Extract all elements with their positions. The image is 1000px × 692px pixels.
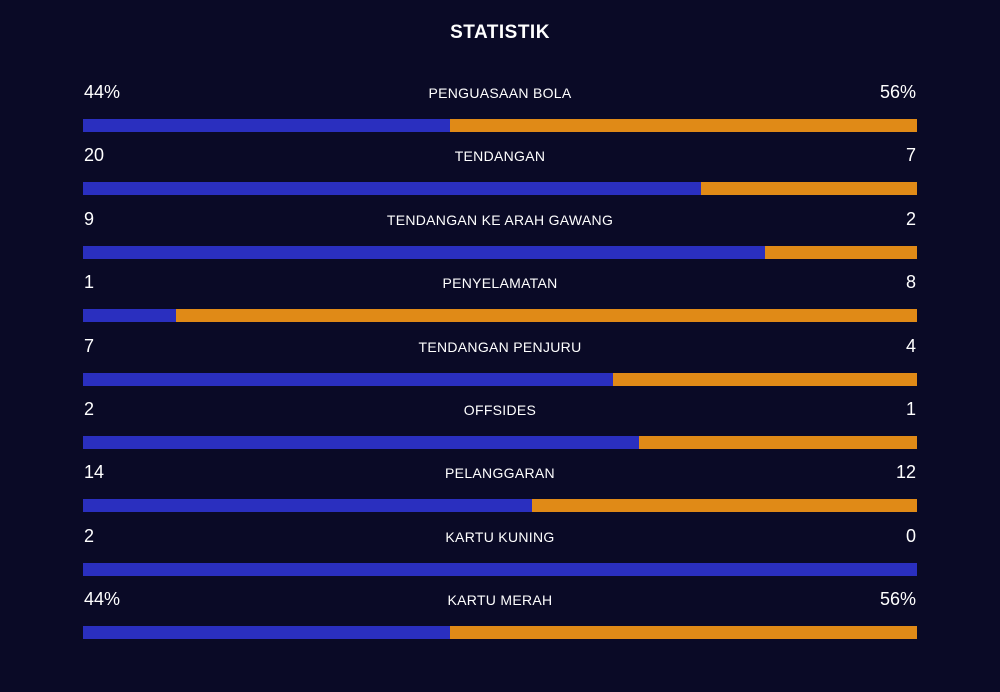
stat-row: PELANGGARAN 14 12 xyxy=(83,460,917,523)
home-value: 20 xyxy=(84,145,105,166)
stat-values: OFFSIDES 2 1 xyxy=(83,397,917,423)
stat-label: PELANGGARAN xyxy=(445,465,555,482)
comparison-bar xyxy=(83,626,917,640)
home-value: 14 xyxy=(84,462,105,483)
home-bar-segment xyxy=(83,372,614,386)
away-bar-segment xyxy=(449,119,917,132)
stat-label: PENYELAMATAN xyxy=(442,275,558,292)
home-value: 2 xyxy=(84,398,95,419)
stat-values: PENGUASAAN BOLA 44% 56% xyxy=(83,80,917,106)
home-bar-segment xyxy=(83,245,766,259)
stat-row: TENDANGAN PENJURU 7 4 xyxy=(83,334,917,397)
page-title: STATISTIK xyxy=(450,22,550,43)
stat-row: TENDANGAN KE ARAH GAWANG 9 2 xyxy=(83,207,917,270)
stat-values: KARTU KUNING 2 0 xyxy=(83,524,917,550)
away-bar-segment xyxy=(613,372,917,386)
home-bar-segment xyxy=(83,499,532,513)
comparison-bar xyxy=(83,182,917,196)
comparison-bar xyxy=(83,119,917,132)
stat-values: PELANGGARAN 14 12 xyxy=(83,460,917,486)
comparison-bar xyxy=(83,245,917,259)
stat-row: KARTU MERAH 44% 56% xyxy=(83,587,917,650)
away-value: 0 xyxy=(905,525,916,546)
home-bar-segment xyxy=(83,119,450,132)
stat-label: KARTU KUNING xyxy=(445,528,555,545)
stat-values: TENDANGAN KE ARAH GAWANG 9 2 xyxy=(83,207,917,233)
away-value: 8 xyxy=(905,272,916,293)
stat-label: OFFSIDES xyxy=(463,401,537,418)
away-bar-segment xyxy=(765,245,917,259)
away-bar-segment xyxy=(531,499,917,513)
away-value: 56% xyxy=(879,589,916,610)
home-bar-segment xyxy=(83,435,640,449)
stat-values: PENYELAMATAN 1 8 xyxy=(83,270,917,296)
away-bar-segment xyxy=(700,182,917,196)
stat-row: PENGUASAAN BOLA 44% 56% xyxy=(83,80,917,143)
away-value: 2 xyxy=(905,208,916,229)
home-value: 1 xyxy=(84,272,95,293)
home-bar-segment xyxy=(83,309,176,323)
stat-label: TENDANGAN PENJURU xyxy=(418,338,582,355)
comparison-bar xyxy=(83,309,917,323)
stat-row: KARTU KUNING 2 0 xyxy=(83,524,917,587)
home-value: 9 xyxy=(84,208,95,229)
comparison-bar xyxy=(83,372,917,386)
comparison-bar xyxy=(83,435,917,449)
stat-label: TENDANGAN KE ARAH GAWANG xyxy=(386,211,614,228)
home-bar-segment xyxy=(83,182,701,196)
away-value: 56% xyxy=(879,82,916,102)
stat-row: PENYELAMATAN 1 8 xyxy=(83,270,917,333)
stat-row: TENDANGAN 20 7 xyxy=(83,143,917,206)
stat-label: TENDANGAN xyxy=(454,148,546,165)
stats-list: PENGUASAAN BOLA 44% 56% TENDANGAN 20 7 TENDANG… xyxy=(83,80,917,651)
stat-values: TENDANGAN PENJURU 7 4 xyxy=(83,334,917,360)
home-bar-segment xyxy=(83,562,917,576)
away-value: 7 xyxy=(905,145,916,166)
away-value: 4 xyxy=(905,335,916,356)
away-value: 1 xyxy=(905,398,916,419)
home-value: 7 xyxy=(84,335,95,356)
home-value: 44% xyxy=(84,82,121,102)
stat-row: OFFSIDES 2 1 xyxy=(83,397,917,460)
comparison-bar xyxy=(83,562,917,576)
stat-values: KARTU MERAH 44% 56% xyxy=(83,587,917,613)
away-bar-segment xyxy=(449,626,917,640)
home-bar-segment xyxy=(83,626,450,640)
comparison-bar xyxy=(83,499,917,513)
stat-label: KARTU MERAH xyxy=(447,592,553,609)
stat-label: PENGUASAAN BOLA xyxy=(428,85,572,101)
home-value: 44% xyxy=(84,589,121,610)
away-value: 12 xyxy=(895,462,916,483)
away-bar-segment xyxy=(175,309,917,323)
stat-values: TENDANGAN 20 7 xyxy=(83,143,917,169)
home-value: 2 xyxy=(84,525,95,546)
away-bar-segment xyxy=(639,435,917,449)
